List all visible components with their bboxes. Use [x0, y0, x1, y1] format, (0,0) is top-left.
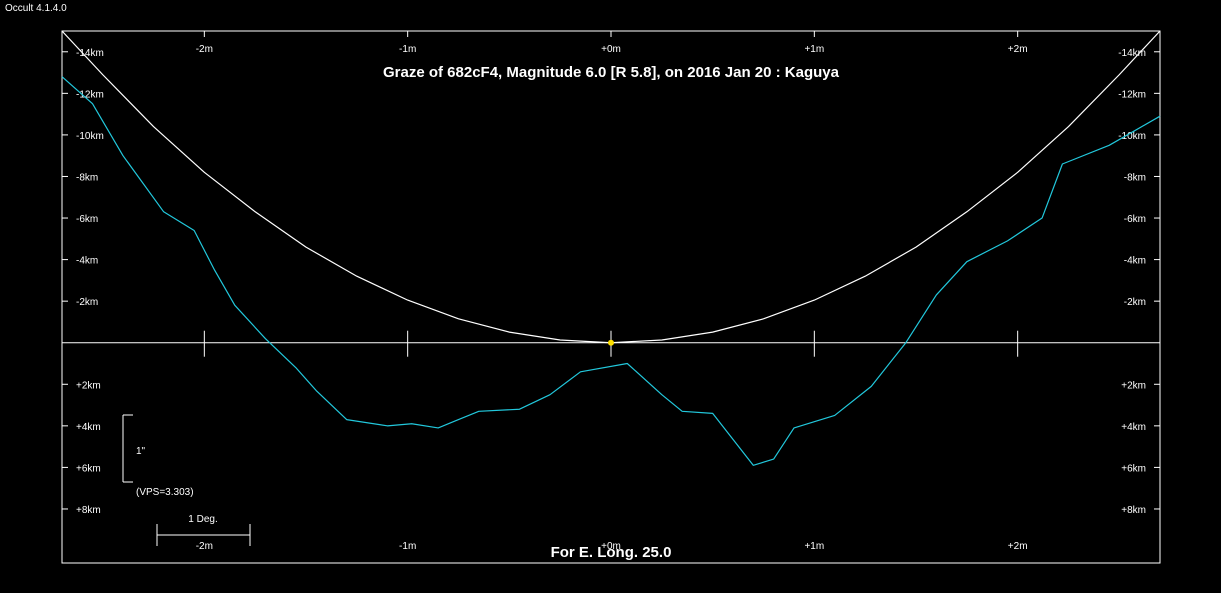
x-tick-label-bottom: +0m [601, 541, 621, 552]
y-tick-label-right: +2km [1121, 380, 1146, 391]
scale-bar-label: 1" [136, 446, 146, 457]
y-tick-label-right: -4km [1124, 256, 1146, 267]
deg-bar-label: 1 Deg. [188, 514, 217, 525]
y-tick-label-right: -12km [1118, 89, 1146, 100]
x-tick-label-bottom: +1m [804, 541, 824, 552]
x-tick-label-top: +1m [804, 44, 824, 55]
x-tick-label-top: +0m [601, 44, 621, 55]
y-tick-label-left: +4km [76, 422, 101, 433]
x-tick-label-top: +2m [1008, 44, 1028, 55]
vps-label: (VPS=3.303) [136, 487, 194, 498]
lunar-profile-line [61, 76, 1161, 466]
y-tick-label-left: -2km [76, 297, 98, 308]
y-tick-label-right: -6km [1124, 214, 1146, 225]
y-tick-label-left: +6km [76, 463, 101, 474]
x-tick-label-bottom: -1m [399, 541, 416, 552]
central-point-marker [608, 339, 614, 346]
y-tick-label-right: -2km [1124, 297, 1146, 308]
y-tick-label-left: -6km [76, 214, 98, 225]
y-tick-label-right: +8km [1121, 505, 1146, 516]
y-tick-label-left: +8km [76, 505, 101, 516]
y-tick-label-right: -14km [1118, 48, 1146, 59]
y-tick-label-right: -8km [1124, 172, 1146, 183]
chart-title: Graze of 682cF4, Magnitude 6.0 [R 5.8], … [383, 64, 840, 81]
x-tick-label-bottom: +2m [1008, 541, 1028, 552]
x-tick-label-bottom: -2m [196, 541, 213, 552]
app-title: Occult 4.1.4.0 [5, 3, 67, 14]
y-tick-label-left: +2km [76, 380, 101, 391]
chart-footer: For E. Long. 25.0 [551, 544, 672, 561]
x-tick-label-top: -2m [196, 44, 213, 55]
y-tick-label-right: -10km [1118, 131, 1146, 142]
y-tick-label-left: -8km [76, 172, 98, 183]
y-tick-label-left: -10km [76, 131, 104, 142]
y-tick-label-right: +4km [1121, 422, 1146, 433]
y-tick-label-left: -4km [76, 256, 98, 267]
plot-frame [61, 30, 1161, 564]
y-tick-label-left: -14km [76, 48, 104, 59]
y-tick-label-right: +6km [1121, 463, 1146, 474]
y-tick-label-left: -12km [76, 89, 104, 100]
x-tick-label-top: -1m [399, 44, 416, 55]
